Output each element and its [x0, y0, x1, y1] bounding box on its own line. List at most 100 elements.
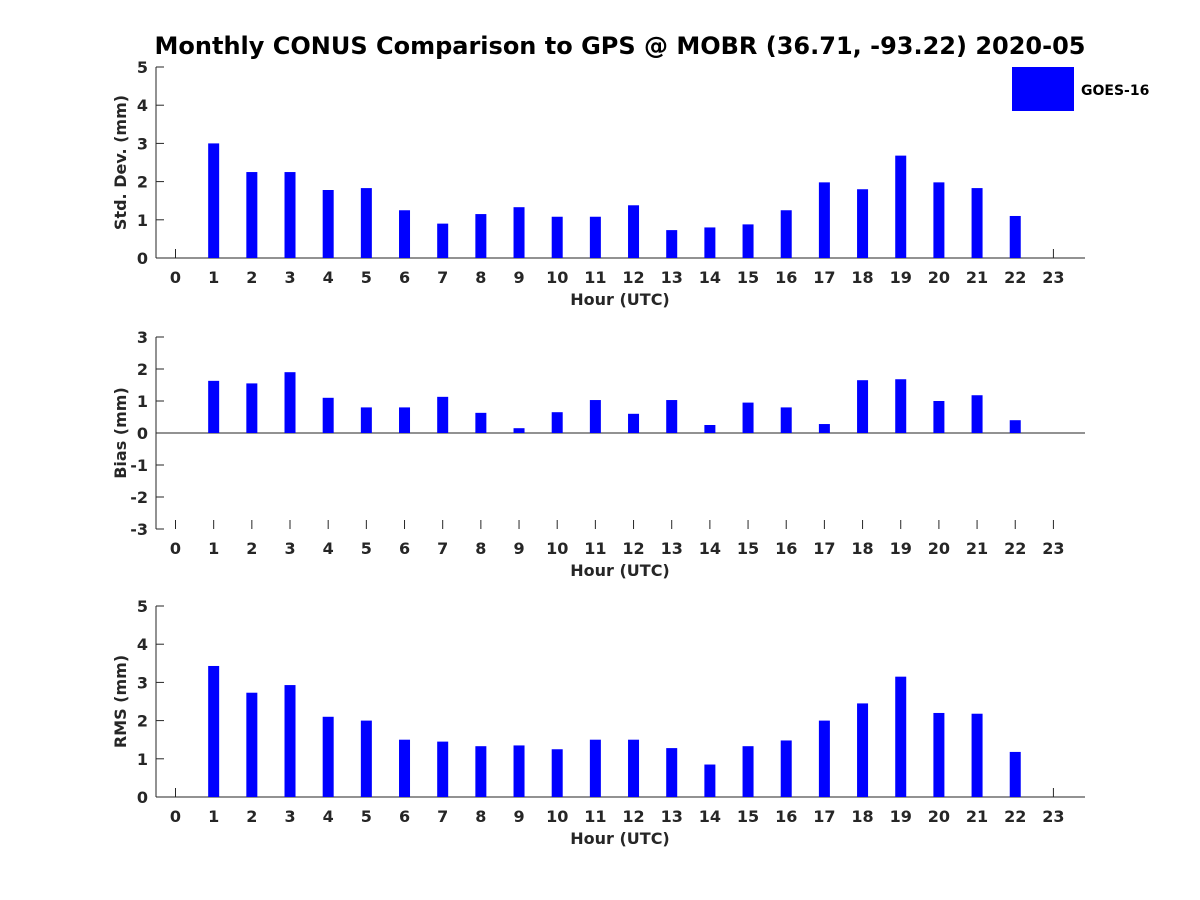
bias-y-tick-label: -2: [130, 488, 148, 507]
bias-x-tick-label: 16: [775, 539, 797, 558]
bias-x-tick-label: 8: [475, 539, 486, 558]
bias-bar-hour-20: [933, 401, 945, 433]
std-dev-x-tick-label: 2: [246, 268, 257, 287]
std-dev-x-tick-label: 23: [1042, 268, 1064, 287]
rms-x-tick-label: 9: [513, 807, 524, 826]
bias-x-tick-label: 4: [323, 539, 334, 558]
std-dev-bar-hour-14: [704, 227, 716, 258]
std-dev-bar-hour-3: [284, 172, 296, 258]
rms-x-tick-label: 14: [699, 807, 721, 826]
bias-x-tick-label: 1: [208, 539, 219, 558]
bias-x-tick-label: 15: [737, 539, 759, 558]
std-dev-bar-hour-10: [551, 216, 563, 258]
rms-x-tick-label: 23: [1042, 807, 1064, 826]
bias-bar-hour-1: [208, 380, 220, 433]
rms-x-tick-label: 6: [399, 807, 410, 826]
rms-bar-hour-3: [284, 685, 296, 797]
rms-x-tick-label: 3: [284, 807, 295, 826]
std-dev-bar-hour-4: [322, 190, 334, 258]
bias-bar-hour-9: [513, 428, 525, 433]
bias-bar-hour-17: [818, 424, 830, 433]
rms-y-axis-label: RMS (mm): [111, 655, 130, 748]
bias-bar-hour-21: [971, 395, 983, 433]
bias-bar-hour-4: [322, 397, 334, 433]
std-dev-bar-hour-7: [437, 223, 449, 258]
std-dev-bar-hour-22: [1009, 215, 1021, 258]
rms-x-tick-label: 21: [966, 807, 988, 826]
rms-bar-hour-15: [742, 746, 754, 797]
std-dev-bar-hour-21: [971, 188, 983, 258]
std-dev-y-tick-label: 1: [137, 211, 148, 230]
std-dev-x-tick-label: 21: [966, 268, 988, 287]
rms-x-tick-label: 11: [584, 807, 606, 826]
bias-y-tick-label: -3: [130, 520, 148, 539]
std-dev-x-tick-label: 10: [546, 268, 568, 287]
legend: GOES-16: [1012, 67, 1149, 111]
bias-y-tick-label: 3: [137, 328, 148, 347]
bias-x-tick-label: 9: [513, 539, 524, 558]
legend-swatch: [1012, 67, 1074, 111]
bias-x-tick-label: 21: [966, 539, 988, 558]
rms-bar-hour-11: [589, 739, 601, 797]
std-dev-x-tick-label: 12: [622, 268, 644, 287]
bias-x-tick-label: 20: [928, 539, 950, 558]
rms-x-tick-label: 7: [437, 807, 448, 826]
std-dev-x-tick-label: 7: [437, 268, 448, 287]
rms-y-tick-label: 3: [137, 673, 148, 692]
bias-x-tick-label: 10: [546, 539, 568, 558]
rms-bar-hour-8: [475, 746, 487, 797]
bias-x-tick-label: 17: [813, 539, 835, 558]
std-dev-bar-hour-15: [742, 224, 754, 258]
rms-x-tick-label: 0: [170, 807, 181, 826]
std-dev-x-tick-label: 15: [737, 268, 759, 287]
rms-bar-hour-4: [322, 716, 334, 797]
std-dev-bar-hour-13: [666, 230, 678, 258]
bias-y-axis-label: Bias (mm): [111, 387, 130, 479]
std-dev-x-tick-label: 1: [208, 268, 219, 287]
rms-x-tick-label: 19: [890, 807, 912, 826]
chart-title: Monthly CONUS Comparison to GPS @ MOBR (…: [155, 32, 1086, 60]
bias-x-tick-label: 11: [584, 539, 606, 558]
rms-y-tick-label: 4: [137, 635, 148, 654]
rms-bar-hour-5: [360, 720, 372, 797]
rms-x-tick-label: 22: [1004, 807, 1026, 826]
rms-bar-hour-21: [971, 713, 983, 797]
std-dev-x-tick-label: 18: [851, 268, 873, 287]
std-dev-x-tick-label: 5: [361, 268, 372, 287]
std-dev-x-tick-label: 3: [284, 268, 295, 287]
std-dev-x-tick-label: 20: [928, 268, 950, 287]
bias-x-tick-label: 14: [699, 539, 721, 558]
std-dev-x-tick-label: 6: [399, 268, 410, 287]
bias-y-tick-label: -1: [130, 456, 148, 475]
std-dev-bar-hour-2: [246, 172, 258, 258]
rms-bar-hour-18: [857, 703, 869, 797]
rms-bar-hour-6: [399, 739, 411, 797]
std-dev-bar-hour-6: [399, 210, 411, 258]
rms-x-tick-label: 17: [813, 807, 835, 826]
std-dev-bar-hour-19: [895, 155, 907, 258]
rms-x-tick-label: 8: [475, 807, 486, 826]
bias-bar-hour-7: [437, 396, 449, 433]
bias-x-tick-label: 2: [246, 539, 257, 558]
std-dev-x-tick-label: 17: [813, 268, 835, 287]
std-dev-bar-hour-20: [933, 182, 945, 258]
std-dev-x-tick-label: 4: [323, 268, 334, 287]
rms-y-tick-label: 0: [137, 788, 148, 807]
bias-y-tick-label: 1: [137, 392, 148, 411]
rms-x-tick-label: 5: [361, 807, 372, 826]
std-dev-bar-hour-12: [628, 205, 640, 258]
rms-bar-hour-22: [1009, 751, 1021, 797]
rms-bar-hour-7: [437, 741, 449, 797]
rms-bar-hour-13: [666, 748, 678, 797]
bias-bar-hour-8: [475, 412, 487, 433]
bias-y-tick-label: 0: [137, 424, 148, 443]
std-dev-bar-hour-16: [780, 210, 792, 258]
rms-x-tick-label: 15: [737, 807, 759, 826]
std-dev-x-tick-label: 19: [890, 268, 912, 287]
bias-bar-hour-11: [589, 400, 601, 433]
bias-bar-hour-12: [628, 413, 640, 433]
